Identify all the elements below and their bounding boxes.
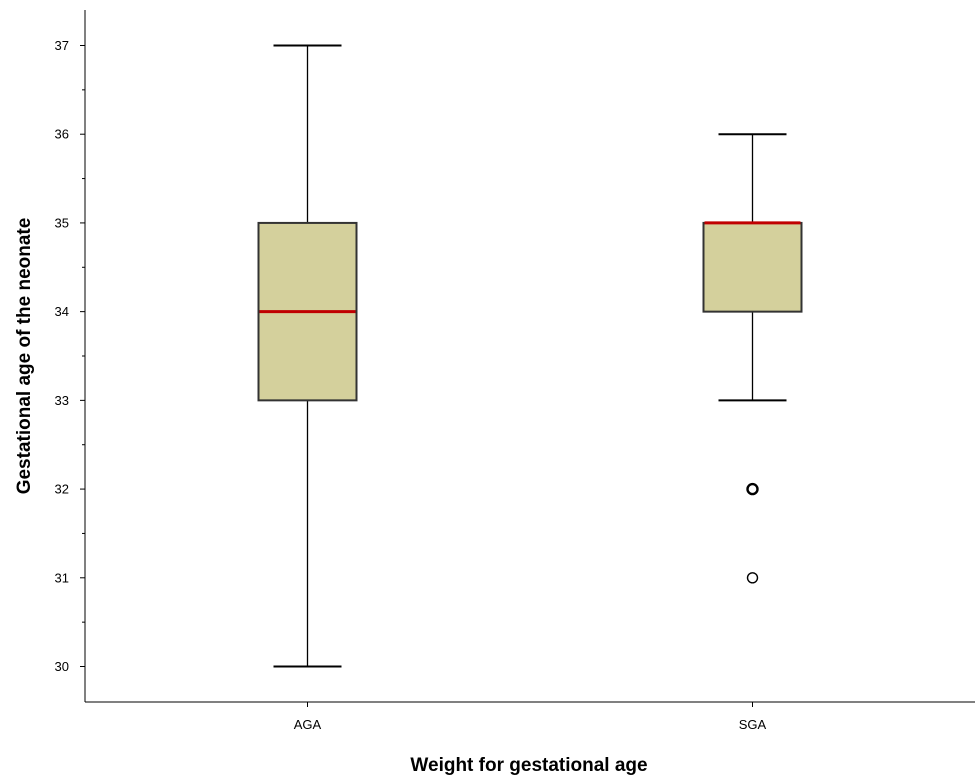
y-tick-label-32: 32 — [55, 482, 69, 497]
y-tick-label-35: 35 — [55, 215, 69, 230]
y-tick-label-33: 33 — [55, 393, 69, 408]
outlier-sga-31 — [746, 572, 759, 584]
iqr-box-sga — [702, 221, 803, 313]
box-sga — [702, 133, 803, 584]
x-tick-label-sga: SGA — [739, 717, 767, 732]
x-axis-ticks: AGA SGA — [294, 702, 767, 732]
y-tick-label-34: 34 — [55, 304, 69, 319]
y-tick-label-37: 37 — [55, 38, 69, 53]
boxes — [257, 44, 803, 668]
x-axis-title: Weight for gestational age — [410, 755, 647, 776]
x-tick-label-aga: AGA — [294, 717, 322, 732]
box-aga — [257, 44, 358, 668]
axes — [84, 10, 975, 703]
y-axis-ticks: 30 31 32 33 34 35 36 37 — [55, 38, 85, 674]
outlier-sga-32 — [746, 482, 759, 496]
y-tick-label-31: 31 — [55, 570, 69, 585]
y-tick-label-36: 36 — [55, 127, 69, 142]
y-axis-title: Gestational age of the neonate — [14, 218, 35, 495]
y-tick-label-30: 30 — [55, 659, 69, 674]
